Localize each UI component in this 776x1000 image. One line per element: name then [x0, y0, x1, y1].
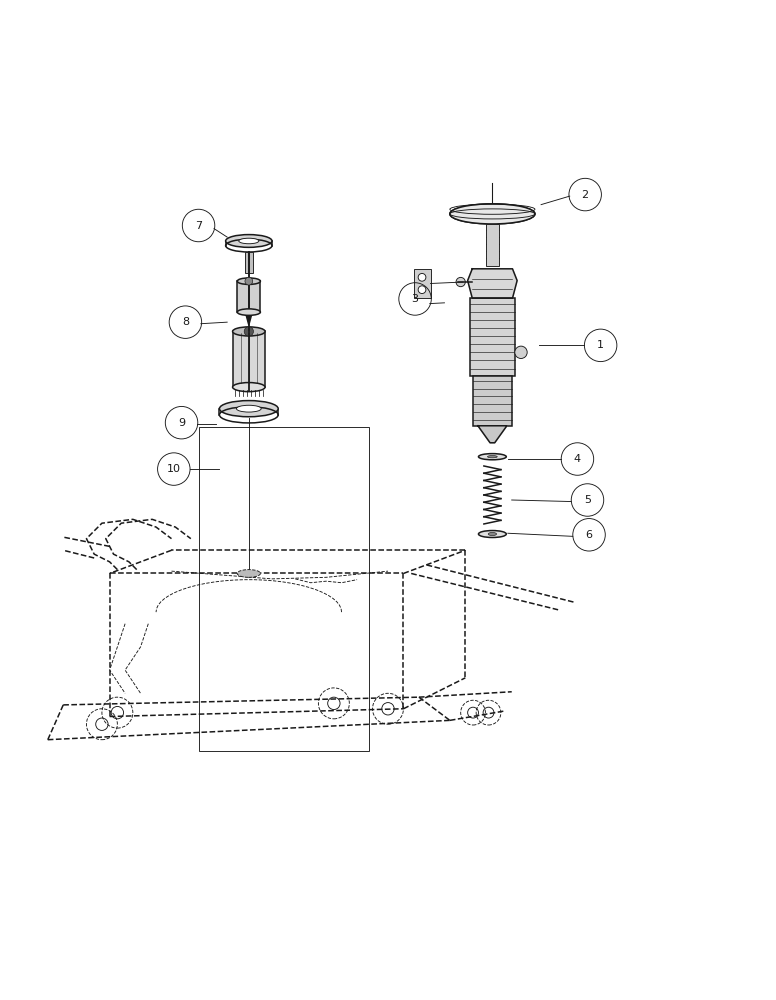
Ellipse shape — [450, 204, 535, 224]
Ellipse shape — [233, 383, 265, 392]
Text: 9: 9 — [178, 418, 185, 428]
Text: 10: 10 — [167, 464, 181, 474]
Ellipse shape — [237, 570, 261, 577]
Text: 2: 2 — [581, 190, 589, 200]
Polygon shape — [246, 314, 252, 325]
Bar — [487, 224, 498, 266]
Text: 6: 6 — [586, 530, 593, 540]
Text: 8: 8 — [182, 317, 189, 327]
Ellipse shape — [237, 309, 261, 315]
Circle shape — [245, 277, 253, 285]
Text: 4: 4 — [574, 454, 581, 464]
Circle shape — [456, 277, 466, 287]
Ellipse shape — [239, 238, 259, 244]
Bar — [245, 252, 253, 273]
Circle shape — [514, 346, 527, 359]
Polygon shape — [478, 426, 507, 443]
Ellipse shape — [487, 456, 497, 458]
Ellipse shape — [226, 235, 272, 247]
Ellipse shape — [479, 454, 506, 460]
Bar — [470, 298, 514, 376]
Circle shape — [418, 286, 426, 294]
Ellipse shape — [237, 405, 262, 412]
Bar — [473, 376, 511, 426]
Polygon shape — [468, 269, 517, 298]
Ellipse shape — [488, 532, 497, 536]
Ellipse shape — [237, 278, 261, 284]
Ellipse shape — [479, 531, 506, 538]
Ellipse shape — [220, 401, 279, 417]
Circle shape — [244, 327, 254, 336]
Ellipse shape — [233, 327, 265, 336]
Bar — [199, 427, 369, 751]
Text: 1: 1 — [598, 340, 605, 350]
Circle shape — [418, 273, 426, 281]
Bar — [233, 331, 265, 387]
Bar — [414, 269, 431, 298]
Text: 5: 5 — [584, 495, 591, 505]
Text: 3: 3 — [411, 294, 418, 304]
Bar — [237, 281, 261, 312]
Text: 7: 7 — [195, 221, 202, 231]
